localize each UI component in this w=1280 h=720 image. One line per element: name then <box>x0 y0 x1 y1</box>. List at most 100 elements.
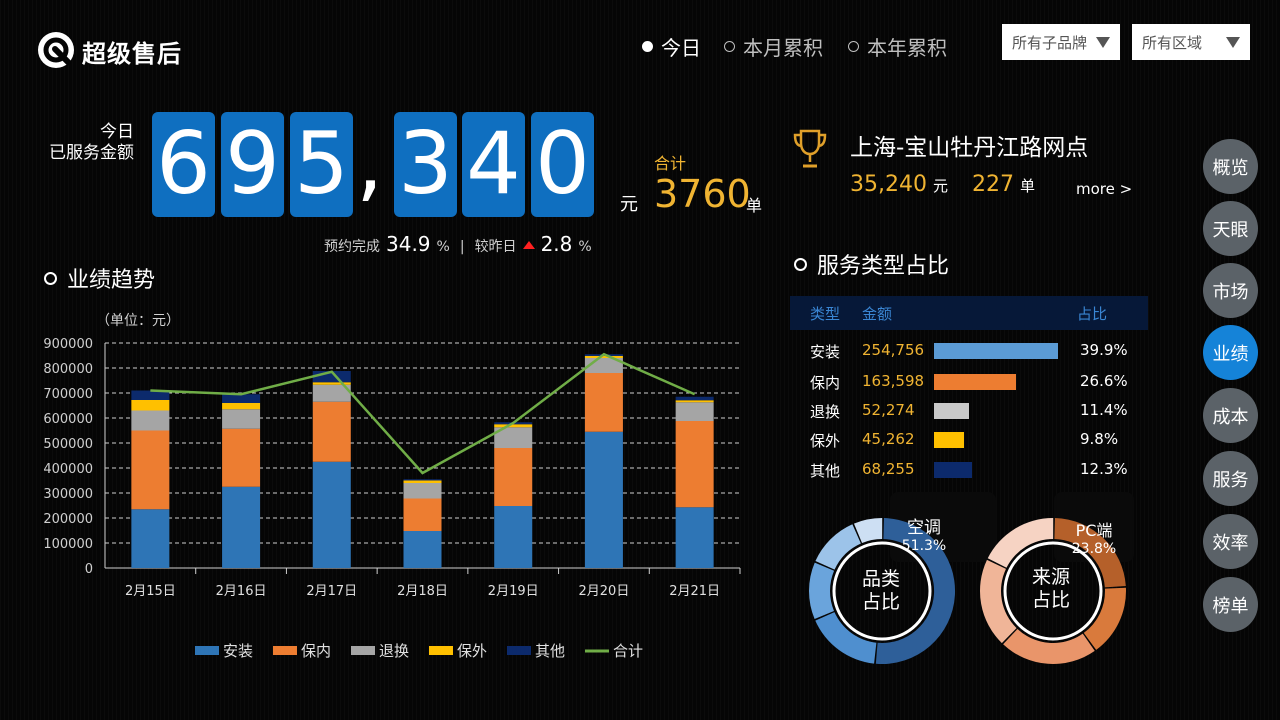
bar-安装-2月16日 <box>222 486 261 568</box>
bar-保外-2月19日 <box>494 424 533 428</box>
served-amount-label: 今日 已服务金额 <box>30 122 134 164</box>
region-select[interactable]: 所有区域 <box>1132 24 1250 60</box>
brand-select[interactable]: 所有子品牌 <box>1002 24 1120 60</box>
nav-efficiency[interactable]: 效率 <box>1203 514 1258 569</box>
nav-cost[interactable]: 成本 <box>1203 388 1258 443</box>
donut-slice <box>1003 628 1095 664</box>
legend-label: 退换 <box>379 642 409 660</box>
bar-安装-2月19日 <box>494 506 533 568</box>
y-tick-label: 100000 <box>43 537 93 552</box>
period-month[interactable]: 本月累积 <box>724 32 823 61</box>
bar-保内-2月21日 <box>675 421 714 508</box>
trend-chart: 0 100000 200000 300000 400000 500000 600000 700… <box>43 337 741 660</box>
x-tick-label: 2月19日 <box>488 584 539 599</box>
col-share: 占比 <box>1077 305 1108 323</box>
y-tick-label: 300000 <box>43 487 93 502</box>
donut-inner-ring <box>1003 541 1103 641</box>
source-donut <box>980 517 1126 664</box>
table-row: 保外 45,262 9.8% <box>790 427 1150 455</box>
bar-保外-2月17日 <box>312 382 351 385</box>
period-today[interactable]: 今日 <box>642 32 701 61</box>
table-header: 类型 金额 占比 <box>790 296 1148 330</box>
dropdown-arrow-icon <box>1096 36 1110 48</box>
counter-digit: 0 <box>531 112 594 217</box>
legend-label: 合计 <box>613 642 643 660</box>
nav-performance[interactable]: 业绩 <box>1203 325 1258 380</box>
row-amount: 254,756 <box>862 341 925 359</box>
row-amount: 45,262 <box>862 430 915 448</box>
top-store-amount: 35,240 <box>850 172 927 197</box>
bar-其他-2月17日 <box>312 371 351 383</box>
top-store-stats: 35,240 元 227 单 <box>850 172 1059 197</box>
legend-swatch <box>273 646 297 655</box>
donut-slice <box>875 518 956 665</box>
nav-skyeye[interactable]: 天眼 <box>1203 201 1258 256</box>
nav-overview[interactable]: 概览 <box>1203 139 1258 194</box>
period-label: 今日 <box>661 36 701 60</box>
bar-安装-2月17日 <box>312 461 351 568</box>
highlight-label: 空调 <box>907 518 941 538</box>
counter-digit: 9 <box>221 112 284 217</box>
counter-digit: 5 <box>290 112 353 217</box>
row-type: 保内 <box>810 374 841 392</box>
row-share-bar <box>934 403 969 419</box>
period-year[interactable]: 本年累积 <box>848 32 947 61</box>
center-line: 占比 <box>861 591 900 613</box>
row-amount: 68,255 <box>862 460 915 478</box>
amount-unit: 元 <box>932 177 948 195</box>
completion-label: 预约完成 <box>324 239 380 255</box>
dropdown-arrow-icon <box>1226 36 1240 48</box>
donut-highlight: 空调 51.3% <box>898 513 950 554</box>
bar-退换-2月19日 <box>494 427 533 448</box>
counter-digit: 4 <box>462 112 525 217</box>
bar-保外-2月16日 <box>222 403 261 410</box>
bar-保内-2月17日 <box>312 401 351 462</box>
row-share: 26.6% <box>1080 372 1128 390</box>
circle-bullet-icon <box>794 257 807 271</box>
nav-market[interactable]: 市场 <box>1203 263 1258 318</box>
bar-其他-2月16日 <box>222 394 261 403</box>
donut-slice <box>1054 518 1126 588</box>
trend-title: 业绩趋势 <box>44 262 155 294</box>
more-link[interactable]: more > <box>1076 180 1133 198</box>
x-tick-label: 2月16日 <box>216 584 267 599</box>
y-tick-label: 700000 <box>43 387 93 402</box>
row-type: 安装 <box>810 343 841 361</box>
donut-slice <box>815 524 861 570</box>
radio-icon <box>848 41 859 52</box>
y-tick-label: 400000 <box>43 462 93 477</box>
bar-退换-2月16日 <box>222 409 261 429</box>
donut-slice <box>815 612 877 664</box>
circle-bullet-icon <box>44 271 57 285</box>
legend-swatch <box>195 646 219 655</box>
center-line: 占比 <box>1031 589 1070 611</box>
row-share-bar <box>934 343 1058 359</box>
y-tick-label: 200000 <box>43 512 93 527</box>
y-tick-label: 900000 <box>43 337 93 352</box>
up-arrow-icon <box>522 241 535 249</box>
bar-其他-2月15日 <box>131 390 170 400</box>
bar-退换-2月17日 <box>312 384 351 402</box>
total-orders-value: 3760 <box>654 172 751 216</box>
bar-保内-2月15日 <box>131 430 170 510</box>
row-type: 保外 <box>810 432 841 450</box>
nav-service[interactable]: 服务 <box>1203 451 1258 506</box>
center-line: 来源 <box>1031 566 1070 588</box>
row-amount: 163,598 <box>862 372 925 390</box>
y-tick-label: 600000 <box>43 412 93 427</box>
nav-ranking[interactable]: 榜单 <box>1203 577 1258 632</box>
percent-sign: % <box>436 239 450 255</box>
row-share-bar <box>934 432 964 448</box>
legend-swatch <box>507 646 531 655</box>
bar-退换-2月18日 <box>403 483 442 499</box>
bar-保外-2月21日 <box>675 400 714 403</box>
highlight-value: 23.8% <box>1071 541 1117 557</box>
y-tick-label: 0 <box>85 562 93 577</box>
legend-swatch <box>429 646 453 655</box>
bar-保外-2月20日 <box>584 356 623 358</box>
donut-slice <box>1083 587 1126 650</box>
trend-title-text: 业绩趋势 <box>67 268 156 293</box>
donut-inner-ring <box>832 541 932 641</box>
bar-保内-2月20日 <box>584 373 623 432</box>
donut-slice <box>853 517 883 543</box>
